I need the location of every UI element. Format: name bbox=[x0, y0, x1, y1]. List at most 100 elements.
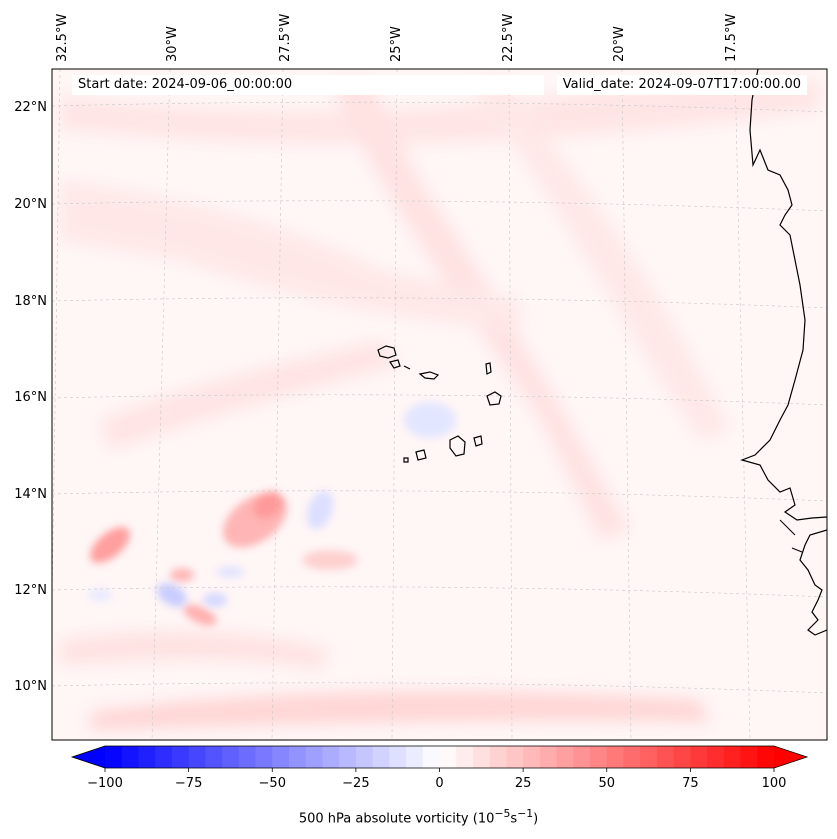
colorbar-segment bbox=[707, 746, 725, 768]
colorbar-segment bbox=[422, 746, 441, 768]
africa-coastline bbox=[740, 69, 827, 521]
colorbar-segment bbox=[556, 746, 574, 768]
colorbar-segment bbox=[723, 746, 742, 768]
colorbar-segment bbox=[673, 746, 691, 768]
colorbar-segment bbox=[489, 746, 507, 768]
positive-cell-3 bbox=[183, 604, 217, 626]
colorbar-segment bbox=[606, 746, 624, 768]
colorbar-label: 500 hPa absolute vorticity (10−5s−1) bbox=[0, 807, 837, 826]
colorbar-segments bbox=[105, 746, 775, 768]
colorbar-segment bbox=[623, 746, 641, 768]
colorbar-extend-high bbox=[774, 746, 807, 768]
colorbar-label-exp2: −1 bbox=[517, 807, 534, 820]
colorbar-segment bbox=[171, 746, 190, 768]
colorbar-segment bbox=[188, 746, 206, 768]
guinea-coastline bbox=[799, 529, 827, 636]
colorbar-segment bbox=[339, 746, 357, 768]
negative-cell-5 bbox=[216, 566, 244, 578]
colorbar-segment bbox=[406, 746, 424, 768]
colorbar-segment bbox=[590, 746, 608, 768]
graticule bbox=[52, 69, 827, 740]
colorbar-segment bbox=[105, 746, 123, 768]
colorbar-tick-label: 100 bbox=[762, 776, 787, 791]
colorbar-segment bbox=[456, 746, 474, 768]
colorbar-tick-label: −50 bbox=[259, 776, 286, 791]
colorbar-segment bbox=[205, 746, 223, 768]
colorbar-segment bbox=[305, 746, 323, 768]
lat-label-12n: 12°N bbox=[14, 583, 47, 598]
lat-label-22n: 22°N bbox=[14, 100, 47, 115]
lon-label-25w: 25°W bbox=[389, 26, 404, 62]
vorticity-field bbox=[52, 69, 827, 740]
vorticity-band-south bbox=[90, 691, 710, 730]
negative-cell-1 bbox=[404, 402, 456, 438]
colorbar-segment bbox=[640, 746, 658, 768]
lon-label-22.5w: 22.5°W bbox=[501, 14, 516, 62]
lat-label-20n: 20°N bbox=[14, 197, 47, 212]
lon-label-32.5w: 32.5°W bbox=[55, 14, 70, 62]
colorbar-segment bbox=[238, 746, 257, 768]
colorbar-segment bbox=[757, 746, 775, 768]
colorbar-extend-low bbox=[72, 746, 105, 768]
positive-cell-4 bbox=[170, 568, 194, 582]
lon-label-27.5w: 27.5°W bbox=[278, 14, 293, 62]
colorbar-segment bbox=[740, 746, 758, 768]
lon-label-30w: 30°W bbox=[165, 26, 180, 62]
colorbar-ticks: −100 −75 −50 −25 0 25 50 75 100 bbox=[87, 768, 786, 791]
vorticity-band-diagonal-2 bbox=[470, 80, 730, 440]
positive-cell-5 bbox=[302, 550, 358, 570]
lat-label-18n: 18°N bbox=[14, 294, 47, 309]
negative-cell-4 bbox=[306, 490, 334, 530]
valid-date-label: Valid_date: 2024-09-07T17:00:00.00 bbox=[556, 75, 807, 95]
start-date-label: Start date: 2024-09-06_00:00:00 bbox=[72, 75, 544, 95]
colorbar-segment bbox=[523, 746, 541, 768]
negative-cell-2 bbox=[157, 583, 187, 607]
positive-cell-1-core bbox=[253, 491, 283, 519]
colorbar-tick-label: 0 bbox=[435, 776, 443, 791]
colorbar-segment bbox=[690, 746, 708, 768]
colorbar-segment bbox=[389, 746, 407, 768]
colorbar-tick-label: 75 bbox=[682, 776, 699, 791]
lat-label-10n: 10°N bbox=[14, 679, 47, 694]
lat-label-14n: 14°N bbox=[14, 487, 47, 502]
positive-cell-2 bbox=[90, 527, 130, 563]
lon-label-17.5w: 17.5°W bbox=[724, 14, 739, 62]
negative-cell-6 bbox=[88, 589, 112, 601]
colorbar: −100 −75 −50 −25 0 25 50 75 100 bbox=[70, 745, 809, 791]
colorbar-segment bbox=[322, 746, 340, 768]
colorbar-segment bbox=[222, 746, 240, 768]
colorbar-segment bbox=[656, 746, 675, 768]
colorbar-label-text: 500 hPa absolute vorticity (10 bbox=[298, 811, 495, 827]
lon-label-20w: 20°W bbox=[612, 26, 627, 62]
colorbar-label-exp1: −5 bbox=[494, 807, 511, 820]
colorbar-segment bbox=[439, 746, 457, 768]
colorbar-label-end: ) bbox=[533, 811, 539, 827]
colorbar-tick-label: −75 bbox=[175, 776, 202, 791]
colorbar-segment bbox=[506, 746, 524, 768]
colorbar-segment bbox=[255, 746, 273, 768]
map-frame bbox=[51, 68, 828, 741]
colorbar-segment bbox=[539, 746, 558, 768]
vorticity-band-west bbox=[60, 180, 520, 330]
colorbar-segment bbox=[372, 746, 390, 768]
longitude-labels: 32.5°W 30°W 27.5°W 25°W 22.5°W 20°W 17.5… bbox=[55, 14, 739, 62]
lat-label-16n: 16°N bbox=[14, 390, 47, 405]
colorbar-tick-label: 50 bbox=[598, 776, 615, 791]
colorbar-segment bbox=[138, 746, 156, 768]
colorbar-segment bbox=[573, 746, 591, 768]
colorbar-tick-label: −100 bbox=[87, 776, 123, 791]
colorbar-tick-label: 25 bbox=[515, 776, 532, 791]
colorbar-segment bbox=[472, 746, 491, 768]
colorbar-tick-label: −25 bbox=[342, 776, 369, 791]
colorbar-segment bbox=[355, 746, 374, 768]
vorticity-band-north bbox=[60, 80, 820, 144]
colorbar-segment bbox=[121, 746, 139, 768]
colorbar-segment bbox=[155, 746, 173, 768]
colorbar-label-mid: s bbox=[510, 811, 518, 827]
cape-verde-islands bbox=[377, 345, 502, 463]
cape-verde-coast-details bbox=[779, 519, 803, 553]
vorticity-band-south-2 bbox=[60, 631, 330, 670]
colorbar-segment bbox=[272, 746, 290, 768]
colorbar-segment bbox=[288, 746, 307, 768]
